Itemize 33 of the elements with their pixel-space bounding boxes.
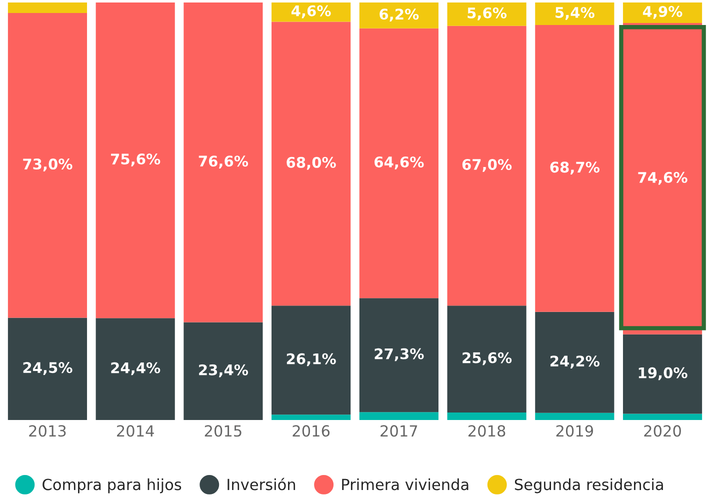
data-label: 64,6%: [374, 156, 424, 170]
data-label: 68,7%: [550, 162, 600, 175]
data-label: 74,6%: [638, 172, 688, 185]
data-label: 27,3%: [374, 348, 424, 362]
data-label: 75,6%: [111, 154, 160, 166]
x-tick-label: 2016: [292, 425, 330, 437]
x-tick-label: 2014: [117, 425, 154, 437]
data-label: 24,5%: [23, 362, 72, 375]
data-label: 6,2%: [380, 8, 419, 22]
data-label: 24,2%: [550, 356, 600, 368]
data-label: 23,4%: [199, 364, 248, 378]
legend-label: Inversión: [228, 478, 296, 490]
x-tick-label: 2019: [556, 425, 594, 437]
x-tick-label: 2018: [468, 425, 506, 437]
x-tick-label: 2013: [29, 425, 66, 437]
x-tick-label: 2017: [380, 425, 418, 437]
legend-label: Segunda residencia: [514, 478, 663, 494]
legend-label: Compra para hijos: [42, 478, 182, 494]
data-label: 73,0%: [23, 158, 72, 172]
data-label: 4,9%: [642, 6, 682, 19]
x-tick-label: 2015: [204, 425, 242, 437]
data-label: 76,6%: [198, 156, 248, 168]
data-label: 5,4%: [556, 6, 594, 20]
legend-label: Primera vivienda: [342, 478, 468, 490]
data-label: 19,0%: [638, 367, 688, 380]
data-label: 5,6%: [468, 7, 507, 20]
data-label: 68,0%: [286, 156, 336, 170]
data-label: 25,6%: [462, 352, 512, 366]
data-label: 4,6%: [292, 5, 331, 18]
data-label: 67,0%: [462, 158, 512, 172]
data-label: 24,4%: [111, 362, 160, 376]
data-label: 26,1%: [286, 353, 336, 366]
x-tick-label: 2020: [644, 425, 681, 437]
